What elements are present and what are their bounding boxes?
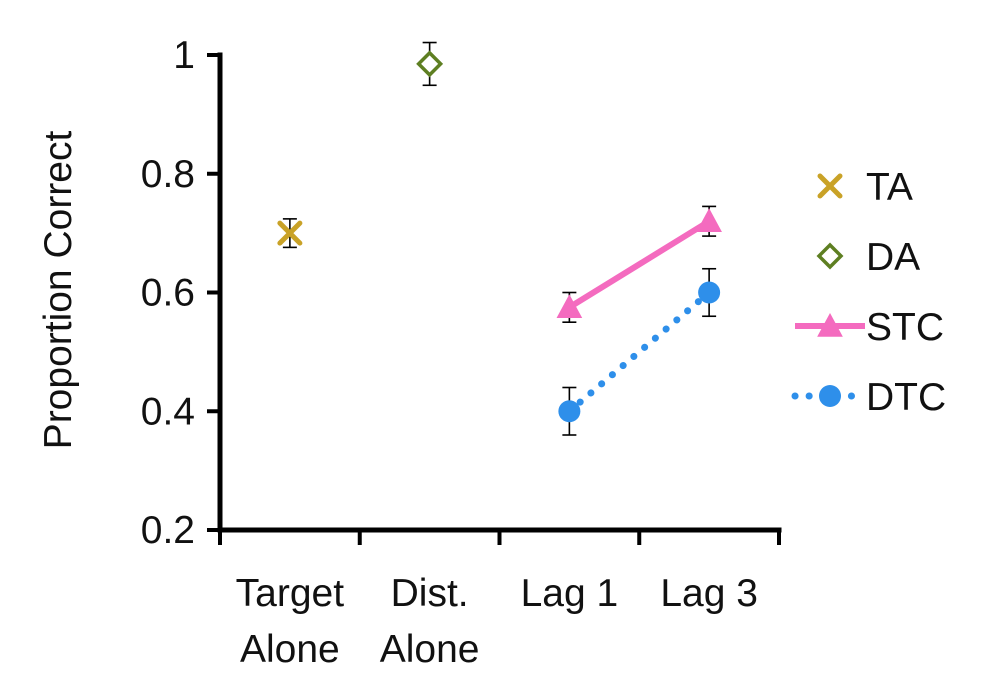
legend-label-dtc: DTC <box>866 376 946 419</box>
x-tick-label-line2: Alone <box>240 628 340 671</box>
y-tick-label: 0.4 <box>141 390 195 433</box>
x-tick-label: Dist. <box>391 572 469 615</box>
point-dtc <box>558 400 581 423</box>
y-tick-label: 1 <box>173 34 195 77</box>
legend-marker-da <box>816 242 844 270</box>
point-dtc <box>698 281 721 304</box>
legend-item-dtc: DTC <box>791 376 946 419</box>
y-tick-label: 0.6 <box>141 272 195 315</box>
x-tick-label: Target <box>236 572 345 615</box>
point-ta-stroke <box>277 220 303 246</box>
series-line-dtc <box>565 289 713 415</box>
legend-item-stc: STC <box>795 306 944 349</box>
legend-item-da: DA <box>816 236 920 279</box>
point-stc <box>556 294 583 319</box>
x-tick-label-line2: Alone <box>380 628 480 671</box>
point-da <box>416 50 444 78</box>
point-ta <box>277 220 303 246</box>
legend-item-ta: TA <box>817 166 913 209</box>
legend-marker-ta-stroke <box>817 173 843 199</box>
y-tick-label: 0.2 <box>141 509 195 552</box>
x-tick-label: Lag 3 <box>660 572 758 615</box>
legend-marker-dtc <box>819 385 841 407</box>
legend-label-ta: TA <box>866 166 913 209</box>
point-stc <box>696 208 722 232</box>
legend-marker-ta <box>817 173 843 199</box>
legend-label-da: DA <box>866 236 920 279</box>
x-tick-label: Lag 1 <box>521 572 619 615</box>
y-axis-title: Proportion Correct <box>37 131 80 450</box>
series-line-stc <box>567 218 711 310</box>
y-tick-label: 0.8 <box>141 153 195 196</box>
legend-label-stc: STC <box>866 306 944 349</box>
legend-marker-stc <box>817 312 843 337</box>
